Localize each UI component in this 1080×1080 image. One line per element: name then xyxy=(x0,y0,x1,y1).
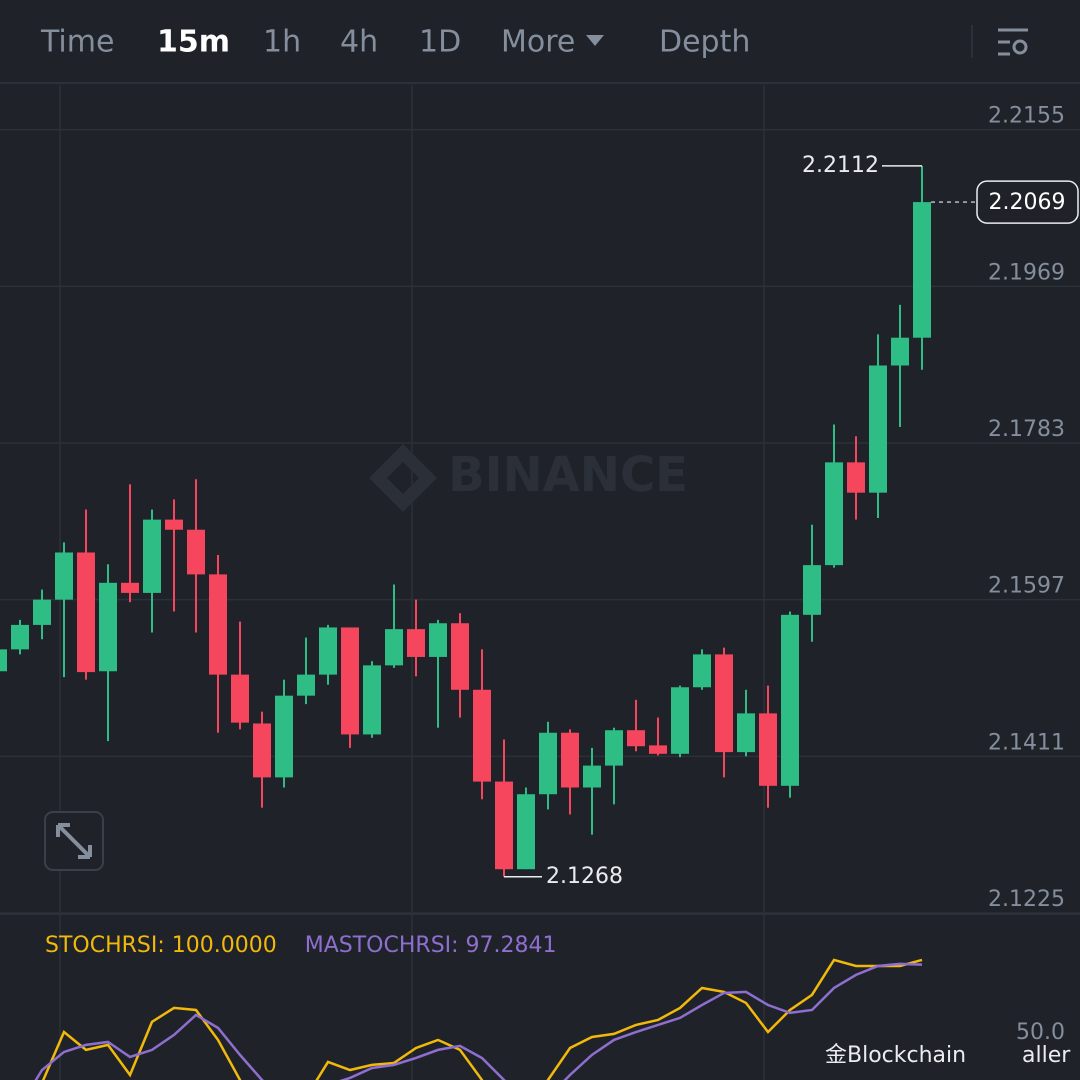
candle-body xyxy=(627,730,645,747)
overlay-text: aller xyxy=(1022,1043,1071,1068)
candle-body xyxy=(759,713,777,786)
candle-body xyxy=(77,552,95,673)
candle-body xyxy=(693,654,711,688)
candle-body xyxy=(407,629,425,657)
candle-body xyxy=(495,781,513,870)
expand-button[interactable] xyxy=(44,811,104,871)
tab-15m[interactable]: 15m xyxy=(157,25,230,60)
candle-body xyxy=(0,649,7,672)
dropdown-arrow xyxy=(586,35,604,46)
candle-body xyxy=(297,674,315,696)
candle-body xyxy=(165,519,183,530)
candle-body xyxy=(869,365,887,493)
candle-body xyxy=(363,665,381,735)
indicator-line xyxy=(41,958,923,1080)
settings-icon[interactable] xyxy=(998,28,1028,56)
candle-body xyxy=(99,582,117,672)
tab-4h[interactable]: 4h xyxy=(340,25,378,60)
tab-1d[interactable]: 1D xyxy=(419,25,461,60)
candle-body xyxy=(891,337,909,366)
legend-label: MASTOCHRSI: 97.2841 xyxy=(305,933,557,958)
low-label: 2.1268 xyxy=(546,864,623,889)
candle-body xyxy=(275,695,293,778)
candle-body xyxy=(671,687,689,754)
price-box xyxy=(976,180,1079,224)
tab-1h[interactable]: 1h xyxy=(263,25,301,60)
candle-body xyxy=(737,713,755,753)
candle-body xyxy=(385,629,403,666)
y-tick-label: 50.0 xyxy=(1016,1020,1065,1045)
candle-body xyxy=(319,627,337,675)
tab-more[interactable]: More xyxy=(501,25,575,60)
candle-body xyxy=(253,723,271,778)
overlay-logo-text: 金Blockchain xyxy=(825,1043,966,1068)
candle-body xyxy=(341,627,359,735)
y-tick-label: 2.1411 xyxy=(988,730,1065,755)
tab-time[interactable]: Time xyxy=(40,25,114,60)
candle-body xyxy=(473,689,491,782)
candle-body xyxy=(55,552,73,600)
y-tick-label: 2.1969 xyxy=(988,260,1065,285)
candle-body xyxy=(649,745,667,754)
y-tick-label: 2.1783 xyxy=(988,417,1065,442)
candle-body xyxy=(913,202,931,338)
candle-body xyxy=(11,624,29,650)
high-label: 2.2112 xyxy=(802,153,879,178)
candle-body xyxy=(847,462,865,493)
watermark-logo xyxy=(369,444,437,512)
watermark: BINANCE xyxy=(448,447,688,503)
candle-body xyxy=(209,574,227,675)
candle-body xyxy=(517,794,535,870)
candle-body xyxy=(825,462,843,566)
candle-body xyxy=(121,582,139,593)
candle-body xyxy=(605,730,623,766)
candle-body xyxy=(187,529,205,575)
candle-body xyxy=(781,614,799,786)
candle-body xyxy=(561,732,579,788)
current-price: 2.2069 xyxy=(989,190,1066,215)
candle-body xyxy=(539,732,557,795)
y-tick-label: 2.1597 xyxy=(988,574,1065,599)
legend-label: STOCHRSI: 100.0000 xyxy=(45,933,277,958)
tab-depth[interactable]: Depth xyxy=(659,25,750,60)
candle-body xyxy=(715,654,733,753)
candle-body xyxy=(33,599,51,625)
candle-body xyxy=(429,623,447,657)
chart: 2.2155 2.1969 2.1783 2.1597 2.1411 2.1225 2.21… xyxy=(0,104,1080,1080)
candle-body xyxy=(583,765,601,788)
indicator-line xyxy=(34,962,923,1080)
y-tick-label: 2.2155 xyxy=(988,104,1065,129)
candle-body xyxy=(143,519,161,593)
y-tick-label: 2.1225 xyxy=(988,887,1065,912)
candle-body xyxy=(451,623,469,690)
candle-body xyxy=(231,674,249,723)
candle-body xyxy=(803,565,821,615)
